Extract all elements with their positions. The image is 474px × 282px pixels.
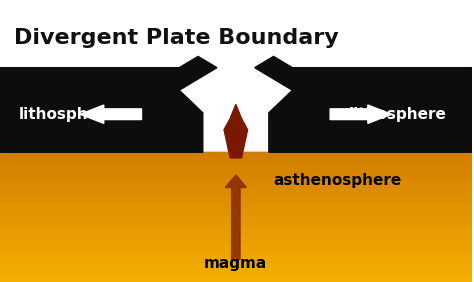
Bar [0, 258, 472, 259]
Bar [0, 266, 472, 267]
Bar [0, 225, 472, 227]
Bar [0, 222, 472, 224]
FancyArrow shape [80, 105, 142, 124]
Bar [0, 204, 472, 206]
Bar [0, 230, 472, 232]
Bar [0, 245, 472, 246]
Bar [0, 196, 472, 198]
Text: Divergent Plate Boundary: Divergent Plate Boundary [14, 28, 339, 48]
Bar [0, 263, 472, 264]
Bar [0, 212, 472, 214]
Bar [0, 168, 472, 170]
Bar [0, 208, 472, 209]
Bar [0, 209, 472, 211]
Bar [0, 202, 472, 204]
Bar [0, 221, 472, 222]
Bar [0, 178, 472, 180]
Bar [0, 276, 472, 277]
Bar [0, 250, 472, 251]
FancyArrow shape [330, 105, 392, 124]
Bar [0, 195, 472, 196]
Bar [0, 160, 472, 162]
Bar [0, 193, 472, 195]
Bar [0, 191, 472, 193]
Bar [0, 277, 472, 279]
Bar [0, 180, 472, 182]
Bar [0, 267, 472, 269]
Bar [0, 253, 472, 254]
Bar [0, 251, 472, 253]
Bar [0, 240, 472, 241]
Bar [0, 256, 472, 258]
Bar [0, 264, 472, 266]
Bar [0, 248, 472, 250]
Bar [0, 219, 472, 221]
Bar [0, 0, 472, 68]
Text: lithosphere: lithosphere [19, 107, 117, 122]
Polygon shape [0, 56, 217, 152]
Bar [0, 152, 472, 282]
Bar [0, 215, 472, 217]
Bar [0, 165, 472, 167]
Bar [0, 206, 472, 208]
Bar [0, 199, 472, 201]
Bar [0, 164, 472, 165]
Bar [0, 224, 472, 225]
Bar [0, 217, 472, 219]
Bar [0, 198, 472, 199]
Bar [0, 175, 472, 177]
Bar [0, 156, 472, 157]
Bar [0, 214, 472, 215]
Bar [0, 159, 472, 160]
FancyArrow shape [225, 175, 246, 259]
Bar [0, 233, 472, 235]
Bar [0, 201, 472, 202]
Bar [0, 170, 472, 172]
Bar [0, 186, 472, 188]
Bar [0, 185, 472, 186]
Bar [0, 154, 472, 156]
Bar [0, 162, 472, 164]
Bar [0, 269, 472, 271]
Bar [0, 172, 472, 173]
Bar [0, 259, 472, 261]
Bar [0, 173, 472, 175]
Text: magma: magma [204, 256, 267, 271]
Bar [0, 182, 472, 183]
Bar [0, 227, 472, 228]
Bar [0, 235, 472, 237]
Bar [0, 157, 472, 159]
Bar [0, 177, 472, 178]
Bar [0, 261, 472, 263]
Bar [0, 228, 472, 230]
Bar [0, 211, 472, 212]
Bar [0, 232, 472, 233]
Bar [0, 241, 472, 243]
Bar [0, 167, 472, 168]
Bar [0, 271, 472, 272]
Bar [0, 237, 472, 238]
Bar [0, 243, 472, 245]
Bar [0, 254, 472, 256]
Polygon shape [255, 56, 472, 152]
Bar [0, 280, 472, 282]
Bar [0, 279, 472, 280]
Bar [0, 272, 472, 274]
Text: asthenosphere: asthenosphere [273, 173, 402, 188]
Bar [0, 188, 472, 190]
Bar [0, 274, 472, 276]
Bar [0, 238, 472, 240]
Bar [0, 152, 472, 154]
Bar [0, 183, 472, 185]
Bar [0, 246, 472, 248]
Bar [0, 190, 472, 191]
Polygon shape [224, 104, 247, 158]
Text: lithosphere: lithosphere [349, 107, 447, 122]
